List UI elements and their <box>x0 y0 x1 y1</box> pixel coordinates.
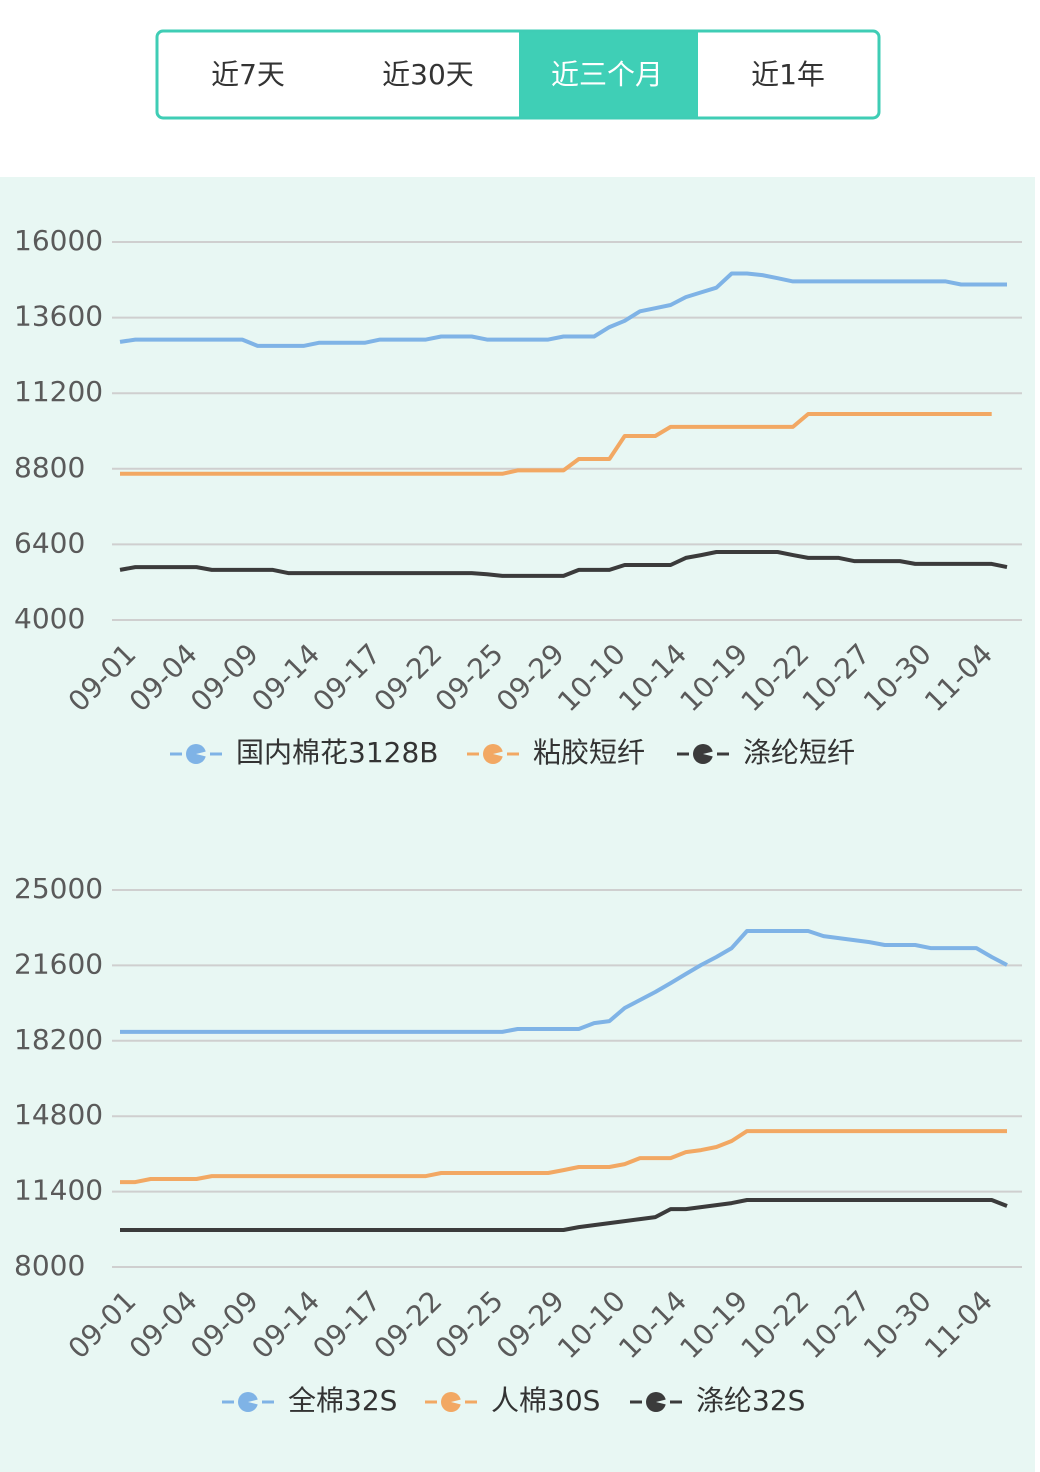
legend-marker-cut <box>196 751 208 757</box>
series-line <box>120 1129 1007 1185</box>
tab[interactable]: 近1年 <box>751 58 825 91</box>
legend-label: 粘胶短纤 <box>533 736 645 769</box>
y-tick-label: 8000 <box>14 1249 85 1282</box>
y-tick-label: 6400 <box>14 526 85 559</box>
series-line <box>120 929 1008 1034</box>
tab[interactable]: 近30天 <box>382 58 474 91</box>
legend-label: 人棉30S <box>491 1384 600 1417</box>
tab-bar <box>155 29 881 120</box>
legend-label: 涤纶短纤 <box>743 736 855 769</box>
y-tick-label: 25000 <box>14 872 103 905</box>
tab-active[interactable]: 近三个月 <box>551 58 663 91</box>
y-tick-label: 21600 <box>14 947 103 980</box>
y-tick-label: 11200 <box>14 375 103 408</box>
chart-panel <box>0 177 1035 1472</box>
y-tick-label: 8800 <box>14 451 85 484</box>
y-tick-label: 18200 <box>14 1023 103 1056</box>
series-line <box>119 550 1008 578</box>
legend-marker-cut <box>656 1399 668 1405</box>
series-line <box>119 271 1007 348</box>
y-tick-label: 4000 <box>14 602 85 635</box>
legend-marker-cut <box>248 1399 260 1405</box>
legend-marker-cut <box>451 1399 463 1405</box>
active-tab-bg <box>519 32 698 117</box>
legend-label: 全棉32S <box>288 1384 397 1417</box>
y-tick-label: 11400 <box>14 1174 103 1207</box>
y-tick-label: 13600 <box>14 300 103 333</box>
tab[interactable]: 近7天 <box>211 58 285 91</box>
legend-label: 国内棉花3128B <box>236 736 438 769</box>
legend-marker-cut <box>703 751 715 757</box>
series-line <box>120 1198 1008 1232</box>
y-tick-label: 14800 <box>14 1098 103 1131</box>
y-tick-label: 16000 <box>14 224 103 257</box>
legend-marker-cut <box>493 751 505 757</box>
series-line <box>120 412 992 476</box>
legend-label: 涤纶32S <box>696 1384 805 1417</box>
